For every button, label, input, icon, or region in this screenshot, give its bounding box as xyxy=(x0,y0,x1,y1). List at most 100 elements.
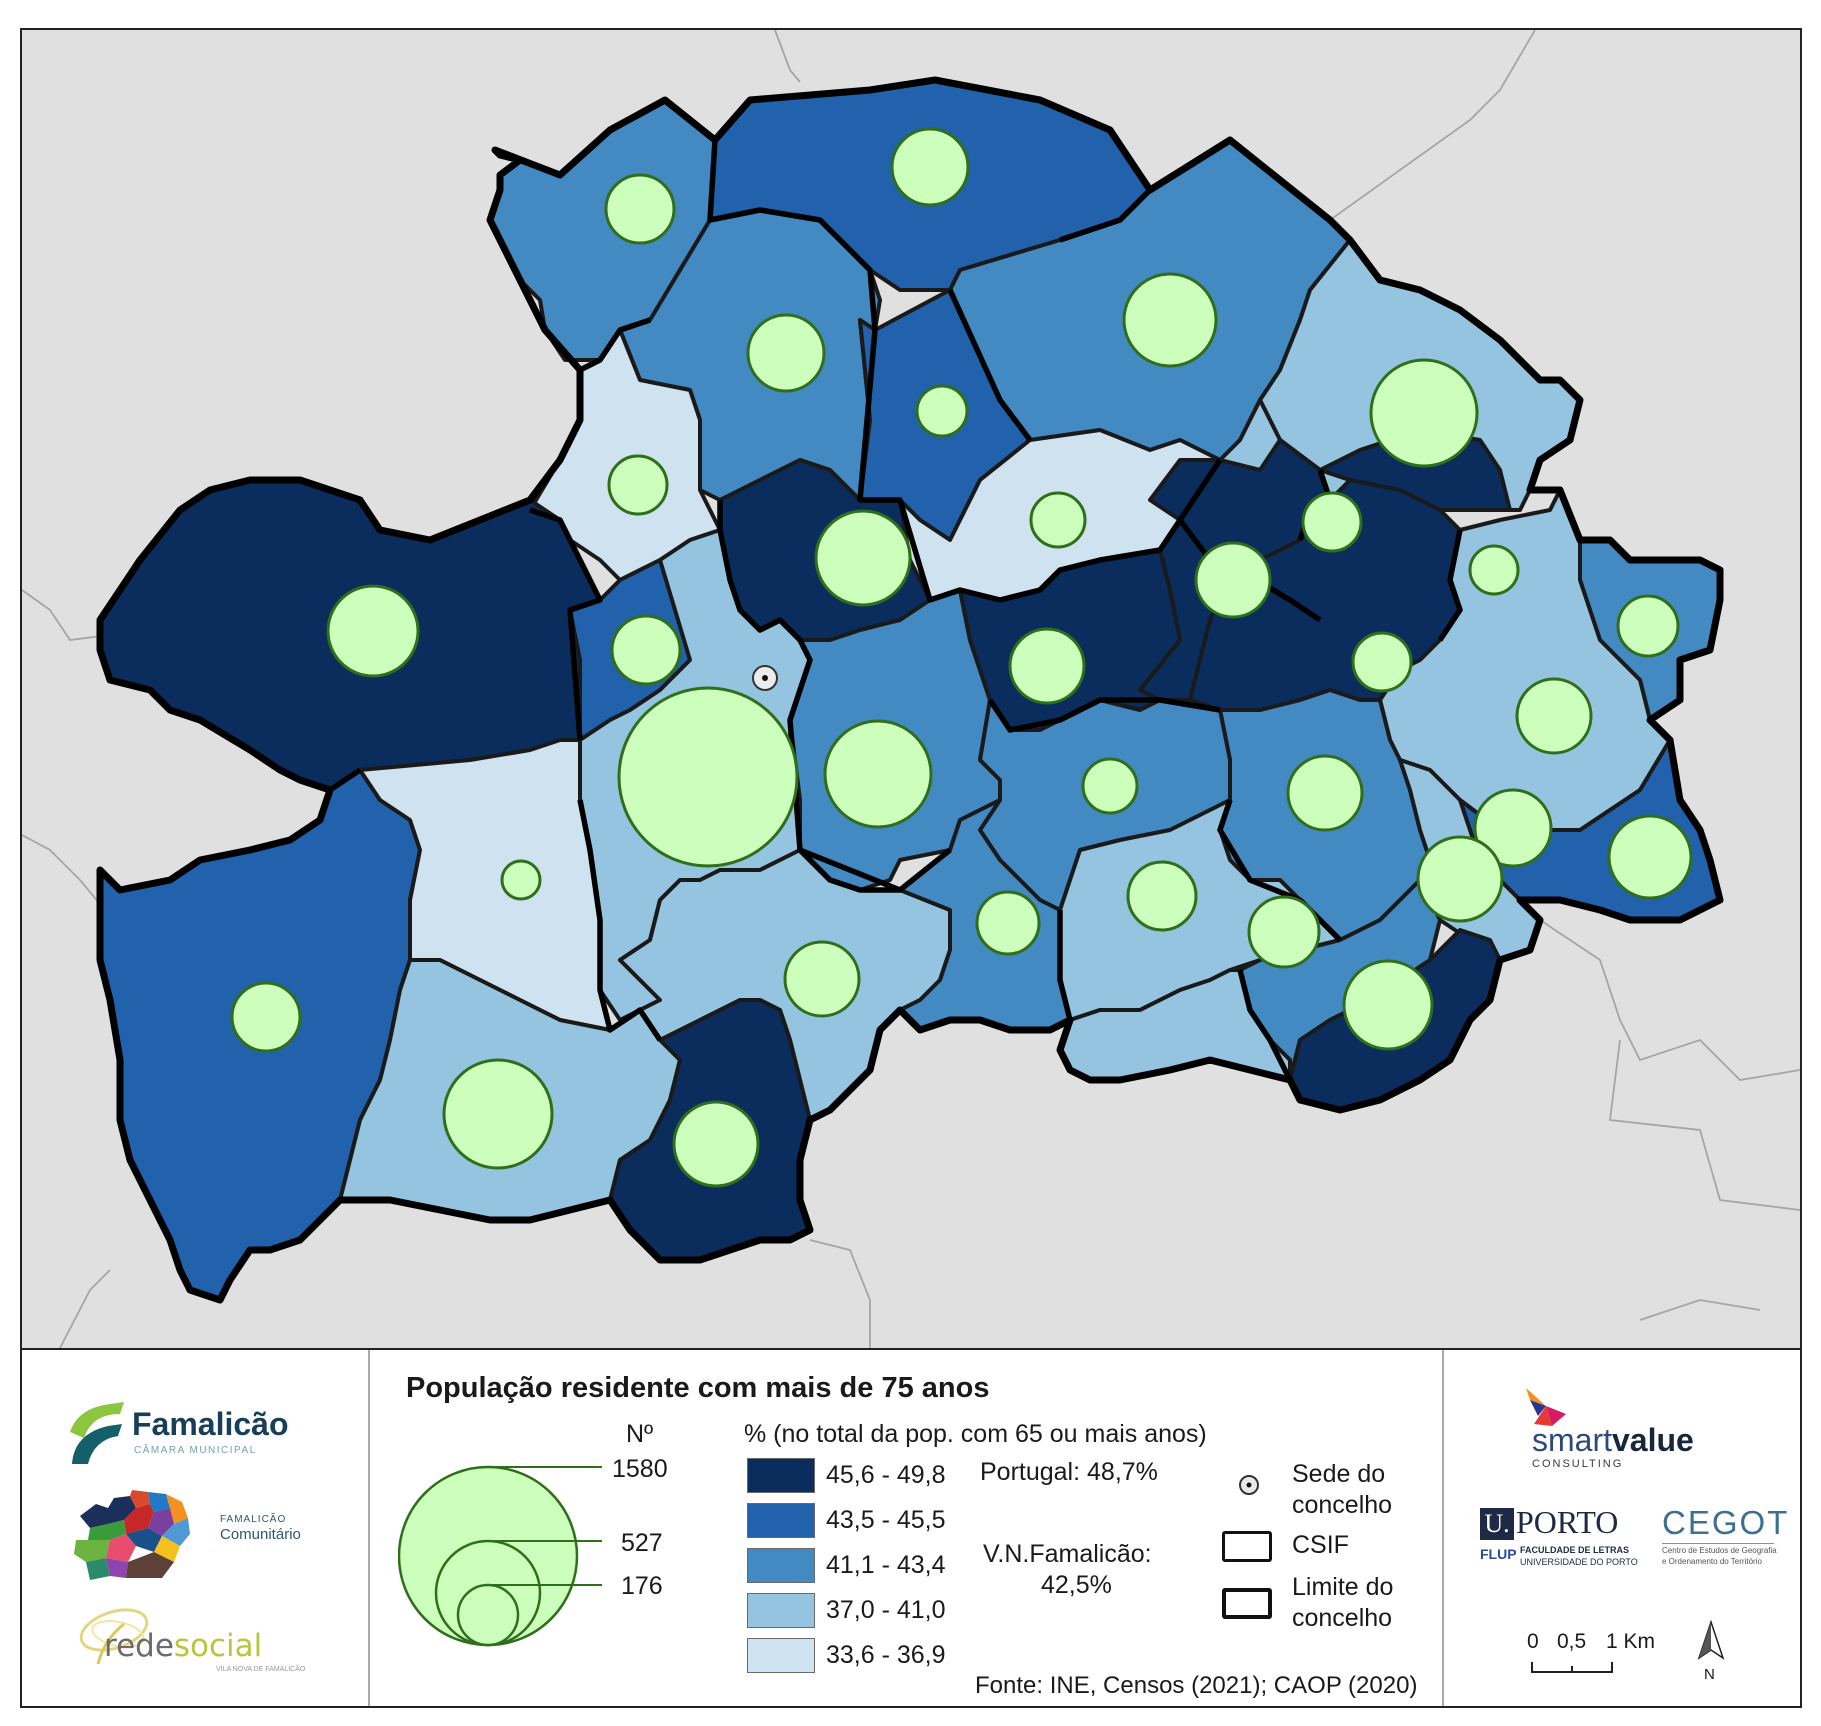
sede-label-1: Sede do xyxy=(1292,1460,1386,1488)
bubble xyxy=(746,313,826,393)
sede-symbol-icon xyxy=(1239,1475,1259,1495)
count-header: Nº xyxy=(626,1420,654,1448)
csif-boundaries xyxy=(288,139,1463,1082)
neighbour-borders xyxy=(22,30,1800,1348)
redesocial-wordmark: redesocial xyxy=(104,1628,262,1664)
flup-line-2: UNIVERSIDADE DO PORTO xyxy=(1520,1557,1638,1567)
cegot-rule xyxy=(1662,1543,1774,1544)
municipality-boundary xyxy=(96,76,1724,1304)
bubble xyxy=(1081,757,1139,815)
bubble xyxy=(915,384,969,438)
bubble xyxy=(814,509,912,607)
swatch-class-4 xyxy=(747,1593,815,1628)
flup-line-1: FACULDADE DE LETRAS xyxy=(1520,1545,1630,1555)
comunitario-text: Comunitário xyxy=(220,1526,301,1543)
smartvalue-star-icon xyxy=(1526,1388,1566,1426)
comunitario-map-icon xyxy=(74,1490,190,1580)
population-bubbles xyxy=(230,127,1693,1188)
legend-title: População residente com mais de 75 anos xyxy=(406,1372,990,1404)
class-label-4: 37,0 - 41,0 xyxy=(826,1596,946,1624)
bubble xyxy=(1247,895,1321,969)
bubble xyxy=(1607,814,1693,900)
famalicao-mark-icon xyxy=(70,1402,124,1464)
north-arrow-icon xyxy=(1697,1620,1725,1660)
scale-bar-graphic xyxy=(1531,1662,1613,1673)
smartvalue-smart: smart xyxy=(1532,1422,1612,1458)
bubble xyxy=(500,859,542,901)
bubble xyxy=(1029,491,1087,549)
bubble xyxy=(1515,677,1593,755)
csif-symbol xyxy=(1222,1531,1272,1562)
swatch-class-3 xyxy=(747,1548,815,1583)
limit-symbol xyxy=(1222,1588,1272,1619)
famalicao-sub: CÂMARA MUNICIPAL xyxy=(134,1445,257,1456)
bubble xyxy=(783,940,861,1018)
bubble xyxy=(604,173,676,245)
bubble xyxy=(1301,491,1363,553)
bubble xyxy=(1473,788,1553,868)
bubble xyxy=(1122,272,1218,368)
bubble xyxy=(1616,594,1680,658)
bubble xyxy=(1126,860,1198,932)
north-label: N xyxy=(1704,1666,1715,1683)
csif-label: CSIF xyxy=(1292,1531,1349,1559)
map-legend-divider xyxy=(20,1348,1802,1350)
bubble xyxy=(326,584,420,678)
count-value-large: 1580 xyxy=(612,1455,668,1483)
choropleth-map xyxy=(22,30,1800,1348)
bubble xyxy=(1369,358,1479,468)
redesocial-swirl-icon xyxy=(79,1608,149,1665)
limite-label-2: concelho xyxy=(1292,1604,1393,1632)
vnf-average-value: 42,5% xyxy=(1041,1571,1112,1599)
legend-divider-right xyxy=(1442,1350,1444,1706)
sede-label-2: concelho xyxy=(1292,1491,1393,1519)
famalicao-name: Famalicão xyxy=(132,1406,289,1442)
bubble xyxy=(672,1100,760,1188)
class-label-3: 41,1 - 43,4 xyxy=(826,1551,946,1579)
swatch-class-1 xyxy=(747,1458,815,1493)
pct-header: % (no total da pop. com 65 ou mais anos) xyxy=(744,1420,1207,1448)
bubble xyxy=(617,686,799,868)
redesocial-social: social xyxy=(173,1628,263,1664)
vnf-average-label: V.N.Famalicão: xyxy=(983,1540,1152,1568)
redesocial-rede: rede xyxy=(104,1628,174,1664)
bubble xyxy=(1194,541,1272,619)
flup-label: FLUP xyxy=(1480,1546,1517,1562)
bubble xyxy=(975,890,1041,956)
uporto-u: U. xyxy=(1480,1508,1514,1540)
class-label-1: 45,6 - 49,8 xyxy=(826,1461,946,1489)
bubble xyxy=(823,719,933,829)
smartvalue-sub: CONSULTING xyxy=(1532,1458,1624,1470)
cegot-line-1: Centro de Estudos de Geografia xyxy=(1662,1546,1777,1555)
bubble xyxy=(1351,631,1413,693)
smartvalue-wordmark: smartvalue xyxy=(1532,1422,1694,1459)
cegot-line-2: e Ordenamento do Território xyxy=(1662,1557,1762,1566)
scale-label-half: 0,5 xyxy=(1557,1630,1587,1653)
redesocial-sub: VILA NOVA DE FAMALICÃO xyxy=(216,1666,306,1673)
cegot-wordmark: CEGOT xyxy=(1662,1504,1790,1541)
portugal-average: Portugal: 48,7% xyxy=(980,1458,1158,1486)
count-value-small: 176 xyxy=(621,1572,663,1600)
scale-label-0: 0 xyxy=(1527,1630,1539,1653)
smartvalue-value: value xyxy=(1612,1422,1694,1458)
bubble xyxy=(442,1058,554,1170)
class-label-5: 33,6 - 36,9 xyxy=(826,1641,946,1669)
swatch-class-5 xyxy=(747,1638,815,1673)
bubble xyxy=(1008,627,1086,705)
comunitario-small: FAMALICÃO xyxy=(220,1514,287,1525)
class-label-2: 43,5 - 45,5 xyxy=(826,1506,946,1534)
bubble xyxy=(1468,544,1520,596)
bubble-size-legend xyxy=(398,1465,602,1647)
municipal-seat-marker xyxy=(752,665,778,691)
bubble xyxy=(1342,959,1434,1051)
bubble xyxy=(607,454,669,516)
bubble xyxy=(230,981,302,1053)
bubble-legend-small xyxy=(456,1583,520,1647)
swatch-class-2 xyxy=(747,1503,815,1538)
scale-label-1km: 1 Km xyxy=(1606,1630,1656,1653)
source-text: Fonte: INE, Censos (2021); CAOP (2020) xyxy=(975,1672,1418,1699)
legend-divider-left xyxy=(368,1350,370,1706)
bubble xyxy=(1286,754,1364,832)
bubble xyxy=(890,127,970,207)
bubble xyxy=(610,614,682,686)
